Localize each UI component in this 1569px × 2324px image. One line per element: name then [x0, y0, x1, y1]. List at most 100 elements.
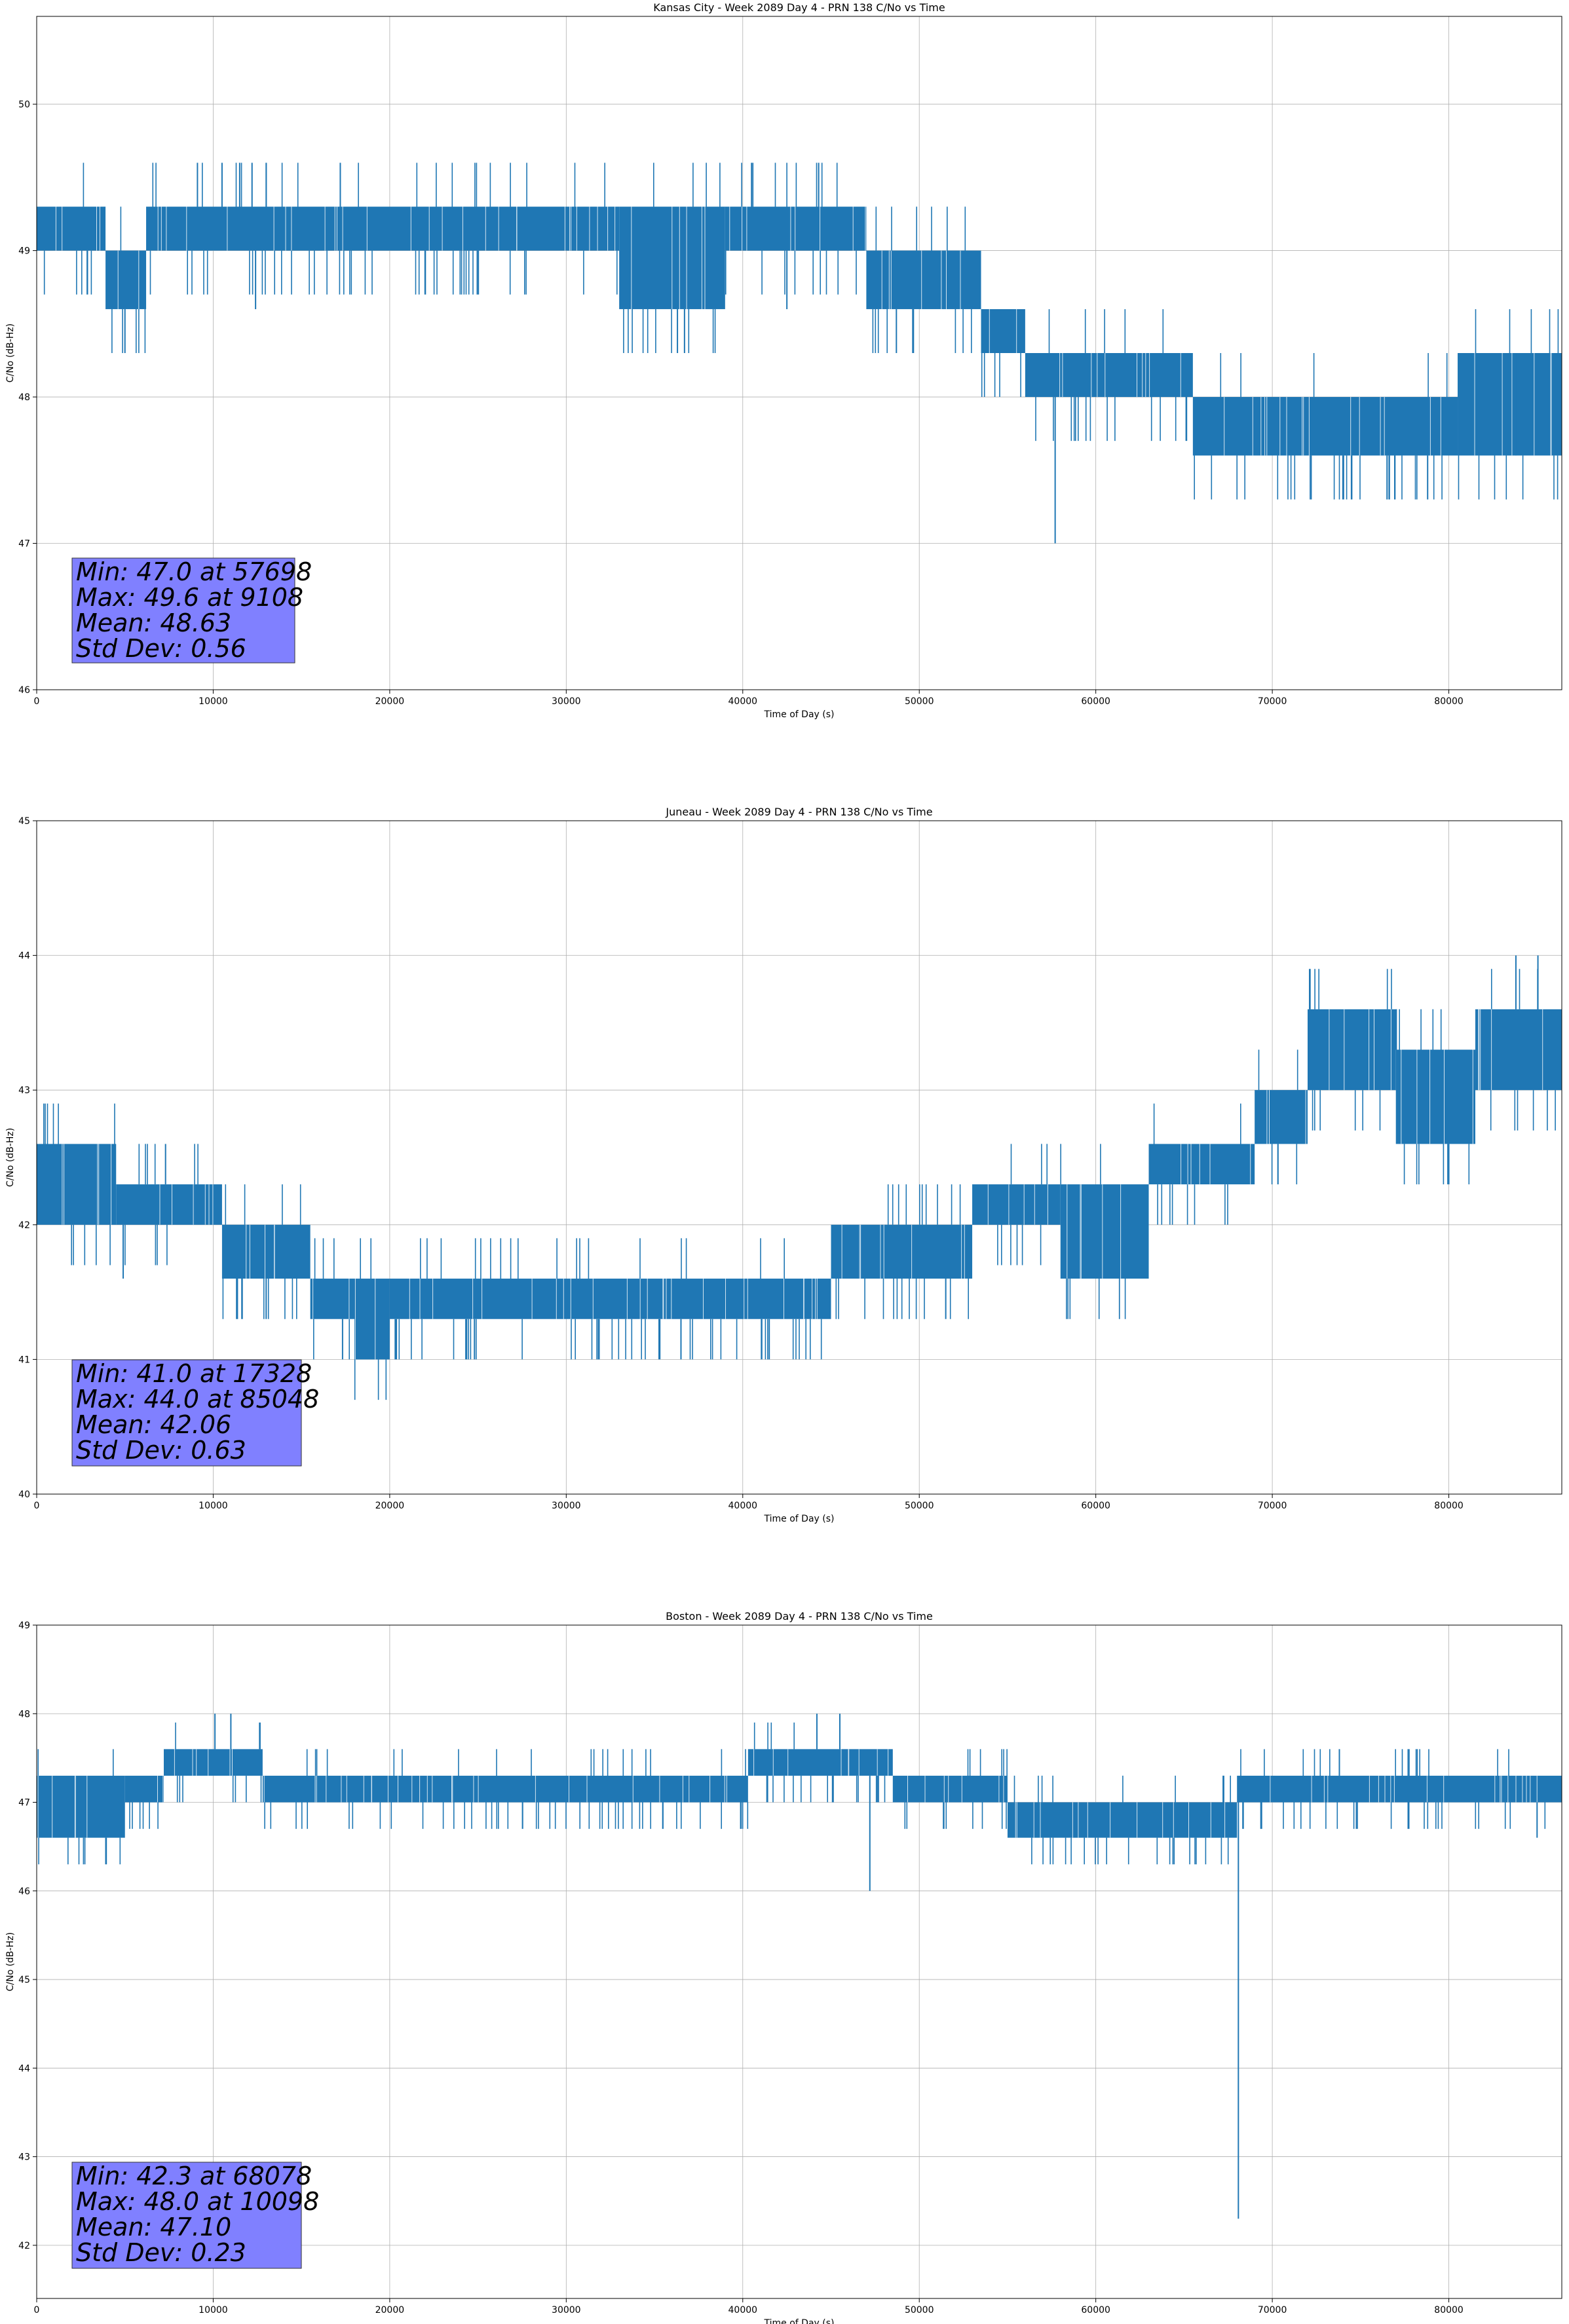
data-noise	[623, 162, 721, 353]
data-band-gaps	[354, 1279, 376, 1360]
data-band-gaps	[987, 1184, 1048, 1225]
data-band-gaps	[174, 1749, 233, 1776]
y-tick-label: 42	[18, 1220, 30, 1231]
stats-box	[71, 1359, 302, 1467]
y-tick-label: 42	[18, 2241, 30, 2251]
data-band	[972, 1184, 1061, 1225]
data-noise	[1309, 969, 1392, 1131]
data-band	[262, 1775, 748, 1803]
data-band	[981, 309, 1025, 353]
y-tick-label: 45	[18, 1975, 30, 1985]
x-tick-label: 80000	[1434, 2305, 1464, 2315]
data-band	[1255, 1090, 1308, 1144]
data-band	[1308, 1009, 1396, 1091]
x-tick-label: 10000	[198, 2305, 228, 2315]
data-band-gaps	[159, 1184, 214, 1225]
data-noise	[129, 1802, 159, 1829]
data-noise	[1060, 1144, 1126, 1319]
data-band-gaps	[907, 1775, 1004, 1803]
x-tick-label: 50000	[905, 2305, 934, 2315]
chart-panel: 0 10000 20000 30000 40000 50000 60000 70000 8000…	[5, 806, 1562, 1524]
axes-frame	[36, 1624, 1562, 2299]
data-band-gaps	[1059, 353, 1181, 397]
data-band	[892, 1775, 1008, 1803]
data-noise	[149, 162, 618, 295]
stats-line: Max: 48.0 at 10098	[76, 2187, 319, 2216]
data-noise	[111, 206, 146, 353]
stats-line: Mean: 42.06	[76, 1410, 231, 1439]
stats-line: Mean: 47.10	[76, 2213, 231, 2241]
data-band	[354, 1279, 390, 1360]
y-tick-label: 47	[18, 1798, 30, 1809]
y-tick-label: 49	[18, 246, 30, 257]
x-tick-label: 0	[34, 1501, 40, 1511]
data-band-gaps	[729, 206, 866, 251]
y-tick-label: 43	[18, 1085, 30, 1096]
x-tick-label: 0	[34, 696, 40, 707]
y-axis-label: C/No (dB-Hz)	[5, 1932, 16, 1991]
data-band-gaps	[1015, 1802, 1226, 1838]
data-band	[1192, 397, 1458, 456]
data-band	[1458, 353, 1562, 456]
data-band	[1237, 1775, 1562, 1803]
data-band-gaps	[1181, 1144, 1251, 1185]
x-tick-label: 60000	[1081, 696, 1110, 707]
data-band	[124, 1775, 164, 1803]
x-tick-label: 40000	[728, 696, 758, 707]
data-noise	[124, 1144, 198, 1265]
y-axis-label: C/No (dB-Hz)	[5, 1128, 16, 1187]
stats-box	[71, 557, 295, 664]
data-noise	[37, 1749, 121, 1865]
data-band	[1007, 1802, 1238, 1838]
y-tick-label: 44	[18, 2063, 30, 2074]
x-tick-label: 0	[34, 2305, 40, 2315]
y-tick-label: 48	[18, 1709, 30, 1719]
data-band	[116, 1184, 222, 1225]
x-tick-label: 80000	[1434, 696, 1464, 707]
data-noise	[1458, 309, 1559, 500]
data-band-gaps	[157, 206, 616, 251]
data-band	[1148, 1144, 1255, 1185]
chart-panel: 0 10000 20000 30000 40000 50000 60000 70000 8000…	[5, 1, 1562, 720]
data-noise	[175, 1722, 262, 1803]
data-band-gaps	[1474, 353, 1552, 456]
stats-line: Min: 41.0 at 17328	[76, 1359, 312, 1388]
y-tick-label: 40	[18, 1490, 30, 1500]
y-tick-label: 49	[18, 1621, 30, 1631]
data-band	[310, 1279, 354, 1319]
stats-line: Std Dev: 0.56	[76, 634, 246, 663]
stats-line: Mean: 48.63	[76, 609, 231, 637]
data-band-gaps	[989, 309, 1017, 353]
x-tick-label: 60000	[1081, 1501, 1110, 1511]
y-tick-label: 46	[18, 1886, 30, 1897]
data-band-gaps	[55, 206, 100, 251]
x-tick-label: 20000	[375, 1501, 405, 1511]
y-tick-label: 44	[18, 951, 30, 962]
stats-box	[71, 2162, 302, 2269]
data-band	[725, 206, 867, 251]
data-noise	[872, 206, 972, 353]
data-band-gaps	[1401, 1049, 1473, 1144]
data-noise	[394, 1238, 822, 1360]
data-band-gaps	[881, 250, 961, 309]
data-band-gaps	[631, 206, 706, 309]
x-tick-label: 30000	[552, 1501, 581, 1511]
x-tick-label: 70000	[1258, 1501, 1287, 1511]
data-band	[221, 1224, 311, 1279]
data-band	[37, 1775, 125, 1838]
data-noise	[264, 1749, 749, 1829]
data-band	[831, 1224, 973, 1279]
x-tick-label: 20000	[375, 696, 405, 707]
data-noise	[1153, 1103, 1241, 1225]
x-tick-label: 70000	[1258, 696, 1287, 707]
data-noise	[354, 1238, 387, 1400]
x-tick-label: 50000	[905, 696, 934, 707]
y-tick-label: 46	[18, 685, 30, 696]
stats-line: Min: 42.3 at 68078	[76, 2162, 312, 2190]
data-band	[105, 250, 147, 309]
data-band-gaps	[753, 1749, 889, 1776]
data-band-gaps	[1478, 1009, 1543, 1091]
data-band	[747, 1749, 893, 1776]
data-band	[164, 1749, 263, 1776]
